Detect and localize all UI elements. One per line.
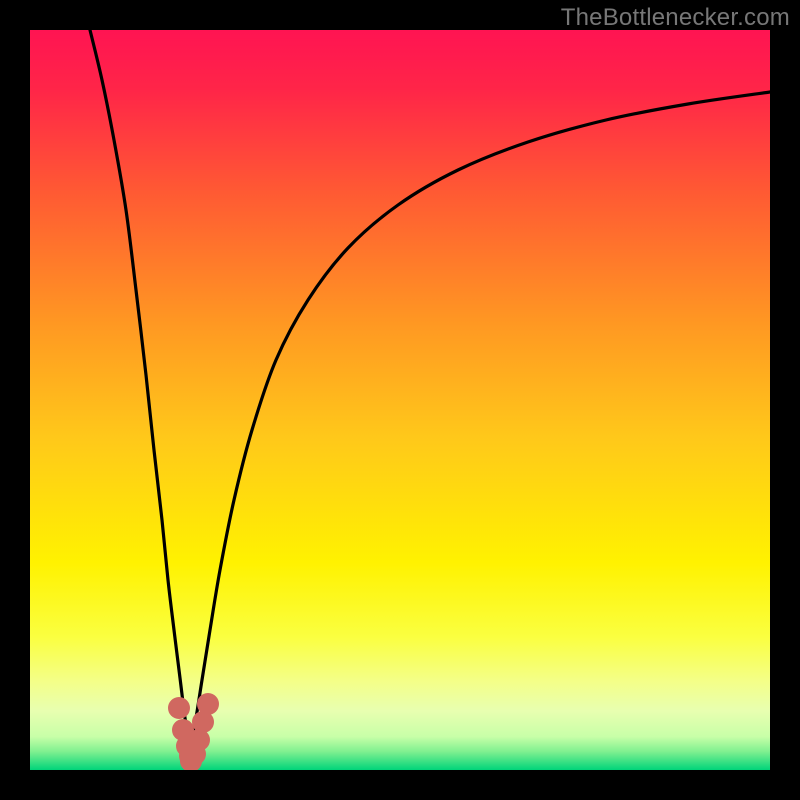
bottleneck-chart [30,30,770,770]
watermark-text: TheBottlenecker.com [561,4,790,32]
valley-marker [168,697,190,719]
valley-marker [197,693,219,715]
gradient-background [30,30,770,770]
chart-frame: TheBottlenecker.com [0,0,800,800]
